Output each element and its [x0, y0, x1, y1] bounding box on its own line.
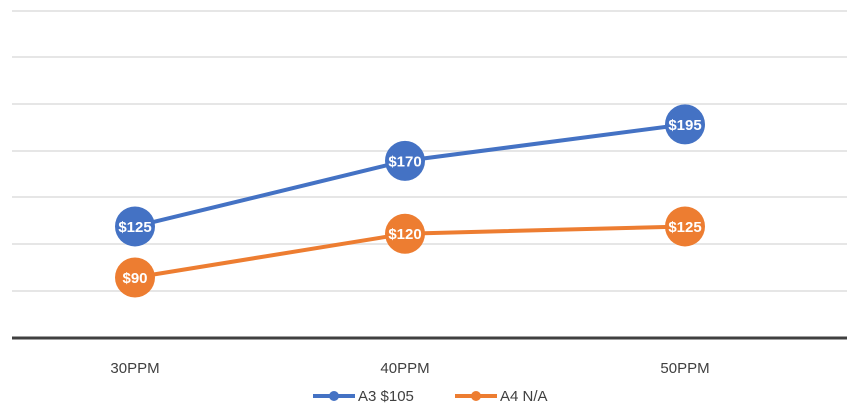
- data-point: [115, 257, 155, 298]
- data-label: $195: [668, 117, 701, 134]
- data-label: $125: [118, 219, 151, 236]
- x-axis-ticks: 30PPM 40PPM 50PPM: [110, 360, 709, 377]
- x-tick-label: 40PPM: [380, 360, 429, 377]
- data-point: [665, 206, 705, 247]
- data-label: $170: [388, 153, 421, 170]
- x-tick-label: 50PPM: [660, 360, 709, 377]
- legend-marker: [329, 391, 339, 401]
- series-a4: $90 $120 $125: [115, 206, 705, 298]
- data-label: $125: [668, 219, 701, 236]
- legend-entry: A3 $105: [313, 388, 414, 405]
- data-point: [385, 140, 425, 181]
- legend-entry: A4 N/A: [455, 388, 548, 405]
- legend-label: A4 N/A: [500, 388, 548, 405]
- data-label: $120: [388, 226, 421, 243]
- data-label: $90: [122, 270, 147, 287]
- legend-marker: [471, 391, 481, 401]
- gridlines: [12, 10, 847, 292]
- legend: A3 $105 A4 N/A: [313, 388, 548, 405]
- x-tick-label: 30PPM: [110, 360, 159, 377]
- data-point: [665, 104, 705, 145]
- data-point: [385, 213, 425, 254]
- data-point: [115, 206, 155, 247]
- series-a3: $125 $170 $195: [115, 104, 705, 247]
- series-layer: $125 $170 $195 $90 $120 $125: [115, 104, 705, 298]
- legend-label: A3 $105: [358, 388, 414, 405]
